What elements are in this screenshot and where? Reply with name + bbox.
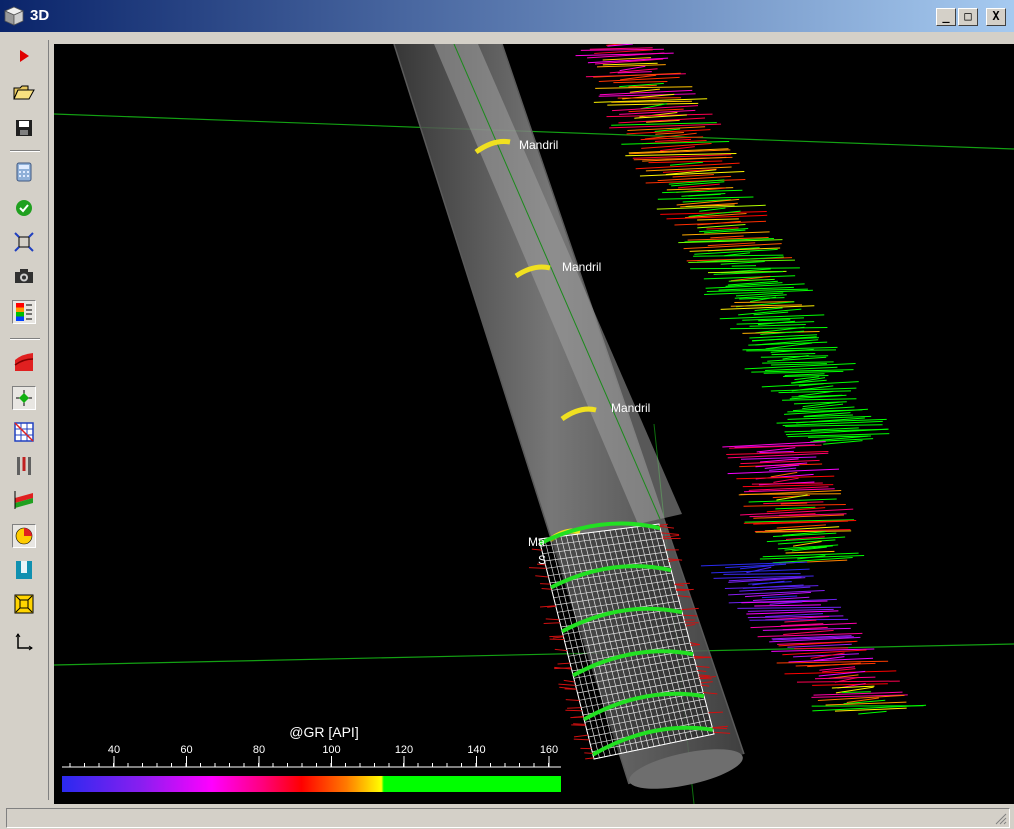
cube-icon[interactable] <box>12 592 36 616</box>
color-bar-title: @GR [API] <box>289 724 358 740</box>
color-bar-gradient <box>62 776 561 792</box>
mandrel-label: Ma <box>528 535 545 549</box>
well-icon[interactable] <box>12 558 36 582</box>
color-bar-tick-label: 60 <box>180 744 192 756</box>
window-title: 3D <box>30 7 50 24</box>
log-track-icon[interactable] <box>12 488 36 512</box>
color-legend-icon[interactable] <box>12 300 36 324</box>
mandrel-label: Mandril <box>519 138 558 152</box>
3d-viewport[interactable]: Mandril Mandril Mandril Ma S @GR [API] 4… <box>54 44 1014 804</box>
play-arrow-icon[interactable] <box>12 44 36 68</box>
axes-icon[interactable] <box>12 630 36 654</box>
gr-log-curve <box>575 44 927 715</box>
status-bar <box>6 808 1010 828</box>
color-bar: @GR [API] 40 60 80 100 120 140 160 <box>62 724 561 792</box>
inner-tubing <box>434 44 682 524</box>
tubing-icon[interactable] <box>12 454 36 478</box>
minimize-button[interactable]: _ <box>936 8 956 26</box>
cube-app-icon <box>4 6 24 26</box>
color-bar-tick-label: 120 <box>395 744 413 756</box>
color-bar-tick-label: 40 <box>108 744 120 756</box>
calculator-icon[interactable] <box>12 160 36 184</box>
color-bar-tick-label: 100 <box>322 744 340 756</box>
mandrel-label: Mandril <box>611 401 650 415</box>
annotation-labels: Mandril Mandril Mandril Ma S <box>519 138 650 567</box>
camera-icon[interactable] <box>12 264 36 288</box>
surface-icon[interactable] <box>12 350 36 374</box>
maximize-button[interactable]: □ <box>958 8 978 26</box>
resize-grip-icon[interactable] <box>993 811 1007 825</box>
grid-icon[interactable] <box>12 420 36 444</box>
toolbar-separator <box>10 338 40 340</box>
close-button[interactable]: X <box>986 8 1006 26</box>
save-disk-icon[interactable] <box>12 116 36 140</box>
check-circle-icon[interactable] <box>12 196 36 220</box>
color-bar-tick-label: 160 <box>540 744 558 756</box>
tool-palette <box>6 40 49 800</box>
color-bar-tick-label: 140 <box>467 744 485 756</box>
3d-scene: Mandril Mandril Mandril Ma S @GR [API] 4… <box>54 44 1014 804</box>
mandrel-label: S <box>538 553 546 567</box>
perforation-mesh <box>528 521 731 760</box>
pie-chart-icon[interactable] <box>12 524 36 548</box>
color-bar-tick-label: 80 <box>253 744 265 756</box>
fit-view-icon[interactable] <box>12 230 36 254</box>
open-folder-icon[interactable] <box>12 80 36 104</box>
title-bar: 3D _ □ X <box>0 0 1014 32</box>
marker-icon[interactable] <box>12 386 36 410</box>
toolbar-separator <box>10 150 40 152</box>
mandrel-label: Mandril <box>562 260 601 274</box>
